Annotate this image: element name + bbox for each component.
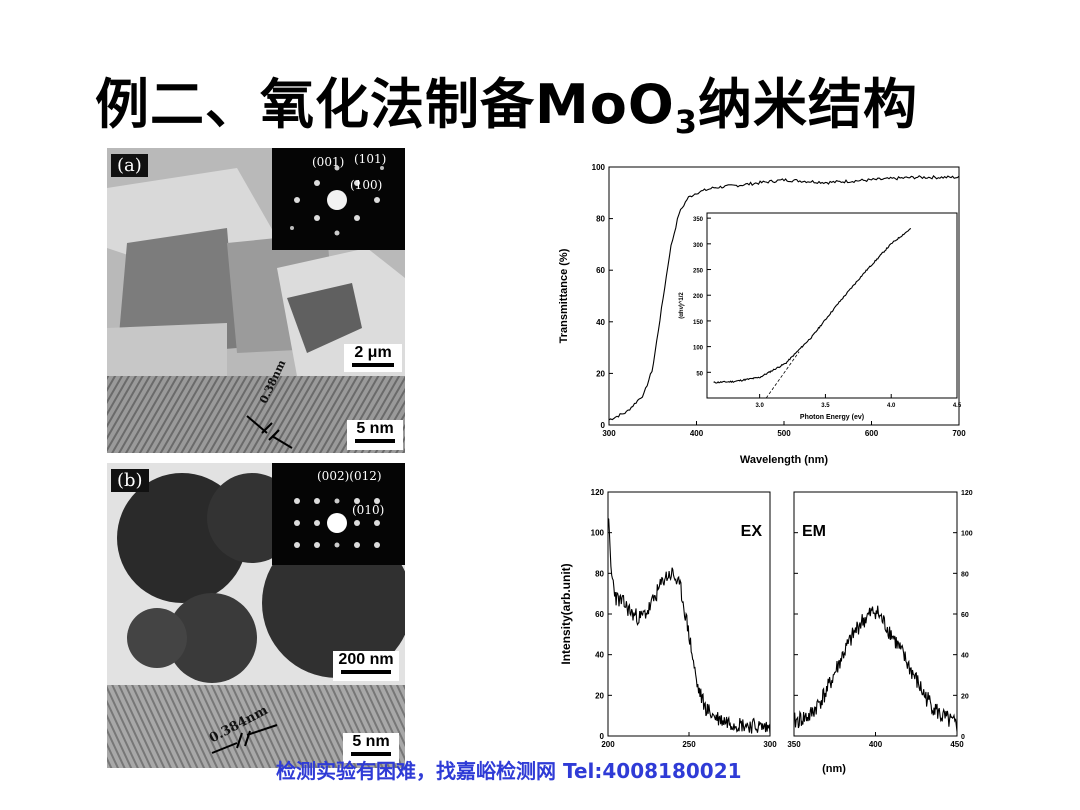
transmittance-line bbox=[608, 175, 960, 421]
saed-label-101: (101) bbox=[354, 152, 387, 166]
y-tick-label: 100 bbox=[592, 163, 606, 172]
y-tick-label: 0 bbox=[600, 732, 605, 741]
scale-bar-b-bottom: 5 nm bbox=[343, 733, 399, 763]
y-tick-label: 40 bbox=[595, 651, 604, 660]
y-tick-label-right: 120 bbox=[961, 490, 973, 497]
y-tick-label: 60 bbox=[596, 266, 605, 275]
x-tick-label: 300 bbox=[602, 429, 616, 438]
inset-bg bbox=[707, 213, 957, 398]
lattice-arrows-a bbox=[246, 415, 293, 449]
saed-pattern-a: (001) (101) (100) bbox=[272, 148, 405, 250]
lattice-arrows-b bbox=[211, 724, 278, 754]
y-tick-label-right: 80 bbox=[961, 571, 969, 578]
y-tick-label: 100 bbox=[693, 346, 704, 352]
y-axis-label: Transmittance (%) bbox=[558, 248, 570, 343]
scale-bar-a-top: 2 μm bbox=[344, 344, 402, 372]
y-tick-label: 20 bbox=[595, 691, 604, 700]
inset-y-label: (αhν)^1/2 bbox=[679, 292, 685, 319]
x-tick-label: 250 bbox=[682, 740, 696, 749]
y-tick-label: 250 bbox=[693, 269, 704, 275]
x-tick-label: 300 bbox=[763, 740, 777, 749]
watermark-text: 检测实验有困难，找嘉峪检测网 Tel:4008180021 bbox=[276, 759, 742, 783]
bandgap-line bbox=[713, 227, 912, 384]
x-tick-label: 350 bbox=[787, 740, 801, 749]
emission-line bbox=[793, 605, 958, 732]
saed-b-spots bbox=[294, 498, 380, 548]
panel-label-a: (a) bbox=[111, 154, 148, 177]
tem-image-a: (a) (001) (101) (100) 2 μm 0.38nm 5 nm bbox=[107, 148, 405, 453]
scale-bar-b-top: 200 nm bbox=[333, 651, 399, 681]
x-tick-label: 400 bbox=[869, 740, 883, 749]
saed-pattern-b: (002)(012) (010) bbox=[272, 463, 405, 565]
plot-frame bbox=[706, 212, 958, 399]
bandgap-inset-chart: 3.0 3.5 4.0 4.5 50 100 150 200 250 300 350 Photon E… bbox=[679, 212, 962, 421]
transmittance-chart: 300 400 500 600 700 0 20 40 60 80 100 Wavelength (n… bbox=[558, 163, 966, 466]
y-tick-label-right: 20 bbox=[961, 693, 969, 700]
scale-bar-a-bottom: 5 nm bbox=[347, 420, 403, 450]
saed-label-002-012: (002)(012) bbox=[317, 469, 382, 483]
y-tick-label: 120 bbox=[591, 488, 605, 497]
slide-title: 例二、氧化法制备MoO3纳米结构 bbox=[95, 73, 919, 141]
excitation-chart: 200 250 300 0 20 40 60 80 100 120 EX Intensity(arb.… bbox=[559, 488, 777, 749]
y-tick-label: 100 bbox=[591, 529, 605, 538]
x-tick-label: 3.5 bbox=[821, 403, 830, 409]
y-tick-label-right: 100 bbox=[961, 531, 973, 538]
saed-label-010: (010) bbox=[352, 503, 385, 517]
x-tick-label: 450 bbox=[950, 740, 964, 749]
x-tick-label: 600 bbox=[865, 429, 879, 438]
y-axis-label: Intensity(arb.unit) bbox=[559, 563, 573, 664]
y-tick-label: 60 bbox=[595, 610, 604, 619]
x-tick-label: 500 bbox=[777, 429, 791, 438]
x-tick-label: 700 bbox=[952, 429, 966, 438]
y-tick-label-right: 0 bbox=[961, 734, 965, 741]
y-tick-label: 80 bbox=[596, 215, 605, 224]
ex-label: EX bbox=[741, 523, 763, 540]
y-tick-label: 150 bbox=[693, 320, 704, 326]
em-label: EM bbox=[802, 523, 826, 540]
y-tick-label-right: 60 bbox=[961, 612, 969, 619]
y-tick-label-right: 40 bbox=[961, 653, 969, 660]
y-tick-label: 350 bbox=[693, 217, 704, 223]
excitation-line bbox=[607, 518, 771, 734]
x-tick-label: 3.0 bbox=[755, 403, 764, 409]
x-axis-label: Wavelength (nm) bbox=[740, 454, 829, 466]
x-axis-label: (nm) bbox=[822, 763, 846, 775]
y-tick-label: 20 bbox=[596, 369, 605, 378]
panel-label-b: (b) bbox=[111, 469, 149, 492]
x-tick-label: 4.0 bbox=[887, 403, 896, 409]
y-tick-label: 300 bbox=[693, 243, 704, 249]
y-tick-label: 80 bbox=[595, 569, 604, 578]
tangent-line bbox=[765, 351, 800, 399]
x-tick-label: 400 bbox=[690, 429, 704, 438]
x-tick-label: 4.5 bbox=[953, 403, 962, 409]
saed-label-001: (001) bbox=[312, 155, 345, 169]
saed-label-100: (100) bbox=[350, 178, 383, 192]
y-tick-label: 0 bbox=[601, 421, 606, 430]
y-tick-label: 200 bbox=[693, 294, 704, 300]
y-tick-label: 50 bbox=[696, 371, 703, 377]
saed-a-spots bbox=[290, 165, 384, 236]
y-tick-label: 40 bbox=[596, 318, 605, 327]
tem-image-b: (b) (002)(012) (010) 200 nm 0.384nm 5 nm bbox=[107, 463, 405, 768]
inset-x-label: Photon Energy (ev) bbox=[800, 414, 864, 421]
x-tick-label: 200 bbox=[601, 740, 615, 749]
